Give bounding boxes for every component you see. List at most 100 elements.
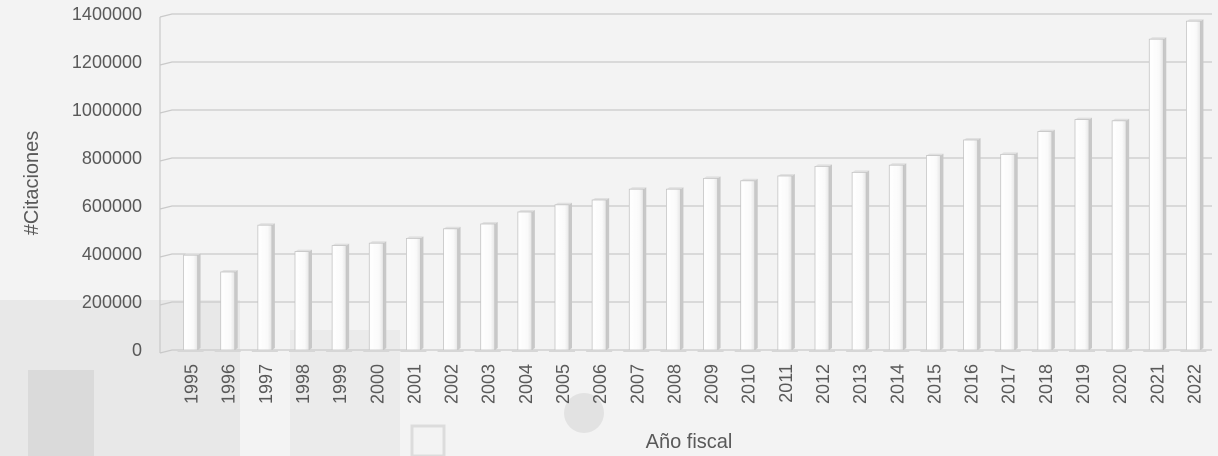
bar-side — [494, 222, 498, 350]
x-tick-label: 1999 — [330, 364, 350, 404]
bar-side — [680, 187, 684, 350]
x-tick-label: 1996 — [219, 364, 239, 404]
bar-top — [629, 187, 647, 190]
bar-top — [1112, 118, 1130, 121]
bar-face — [257, 224, 273, 351]
x-tick-label: 2017 — [999, 364, 1019, 404]
x-tick-label: 2003 — [479, 364, 499, 404]
x-tick-label: 2009 — [702, 364, 722, 404]
x-tick-label: 2008 — [664, 364, 684, 404]
bar-top — [480, 222, 498, 224]
bar-face — [183, 254, 198, 351]
bar-side — [234, 270, 238, 350]
bar-face — [814, 165, 830, 351]
bar-face — [963, 139, 978, 351]
bar-face — [1186, 20, 1201, 351]
bar-top — [926, 153, 944, 156]
bar-side — [569, 202, 572, 350]
bar-side — [903, 163, 907, 350]
bar-side — [1200, 19, 1204, 350]
x-tick-label: 2005 — [553, 364, 573, 404]
bar-series — [177, 19, 1207, 352]
bar-face — [926, 155, 941, 351]
bar — [1000, 152, 1018, 351]
bar — [1037, 129, 1055, 351]
bar — [1148, 37, 1167, 351]
bar — [183, 253, 201, 351]
bar — [888, 163, 907, 351]
x-tick-label: 2014 — [887, 364, 907, 404]
bar-side — [754, 178, 758, 350]
bar-face — [1074, 119, 1090, 351]
bar-side — [346, 243, 350, 350]
x-tick-label: 2021 — [1147, 364, 1167, 404]
bar-top — [369, 241, 387, 244]
bar-top — [592, 198, 610, 200]
bar — [591, 198, 610, 351]
bar-top — [1000, 152, 1018, 155]
bar-side — [309, 249, 312, 350]
bar — [1186, 19, 1204, 351]
x-axis-title: Año fiscal — [646, 431, 733, 453]
bar-side — [1014, 152, 1018, 350]
x-tick-label: 2016 — [962, 364, 982, 404]
x-tick-label: 2019 — [1073, 364, 1093, 404]
bar-top — [1075, 117, 1092, 120]
bar-side — [1089, 117, 1092, 350]
bar-face — [220, 271, 236, 351]
bar-side — [866, 170, 870, 350]
bar-top — [889, 163, 907, 166]
x-tick-label: 1997 — [256, 364, 276, 404]
y-tick-label: 800000 — [82, 148, 142, 168]
y-tick-label: 1200000 — [72, 52, 142, 72]
y-tick-label: 600000 — [82, 196, 142, 216]
bar-face — [1037, 131, 1053, 351]
y-axis-ticks: 0 200000 400000 600000 800000 1000000 1200000 1… — [72, 4, 142, 360]
x-tick-label: 2011 — [776, 364, 796, 403]
bar-top — [1186, 19, 1204, 22]
bar — [814, 164, 832, 351]
x-tick-label: 2006 — [590, 364, 610, 404]
bar-top — [740, 178, 758, 181]
x-tick-label: 2012 — [813, 364, 833, 404]
bar-side — [457, 226, 461, 350]
bar-face — [554, 204, 570, 351]
bar-face — [1111, 120, 1127, 351]
bar-face — [406, 237, 421, 351]
bar — [480, 222, 498, 351]
bar — [331, 243, 350, 351]
bar-side — [1051, 129, 1055, 350]
bar-side — [271, 223, 275, 350]
y-tick-label: 200000 — [82, 292, 142, 312]
bar — [628, 187, 647, 351]
y-axis-title: #Citaciones — [21, 131, 43, 236]
gridline — [159, 13, 1212, 18]
x-tick-label: 2010 — [739, 364, 759, 404]
y-tick-label: 0 — [132, 340, 142, 360]
bar — [666, 187, 684, 351]
x-tick-label: 2001 — [404, 364, 424, 404]
bar-side — [643, 187, 647, 350]
bar — [368, 241, 387, 351]
bar — [443, 226, 461, 351]
y-tick-label: 1000000 — [72, 100, 142, 120]
x-tick-label: 2013 — [850, 364, 870, 404]
bar-side — [420, 236, 424, 350]
bar — [257, 223, 275, 351]
bar — [517, 210, 535, 351]
bar-top — [1037, 129, 1055, 132]
bar-top — [295, 249, 312, 252]
bar-face — [443, 228, 458, 351]
bar — [851, 170, 870, 351]
bar-side — [197, 253, 201, 350]
bar-face — [888, 164, 904, 351]
bar — [554, 202, 572, 351]
x-tick-label: 2004 — [516, 364, 536, 404]
bar-face — [480, 223, 496, 351]
gridline — [159, 157, 1212, 162]
y-tick-label: 400000 — [82, 244, 142, 264]
x-tick-label: 2022 — [1184, 364, 1204, 404]
bar-face — [294, 251, 310, 351]
x-axis-ticks: 1995 1996 1997 1998 1999 2000 2001 2002 2003 2004… — [182, 364, 1205, 404]
